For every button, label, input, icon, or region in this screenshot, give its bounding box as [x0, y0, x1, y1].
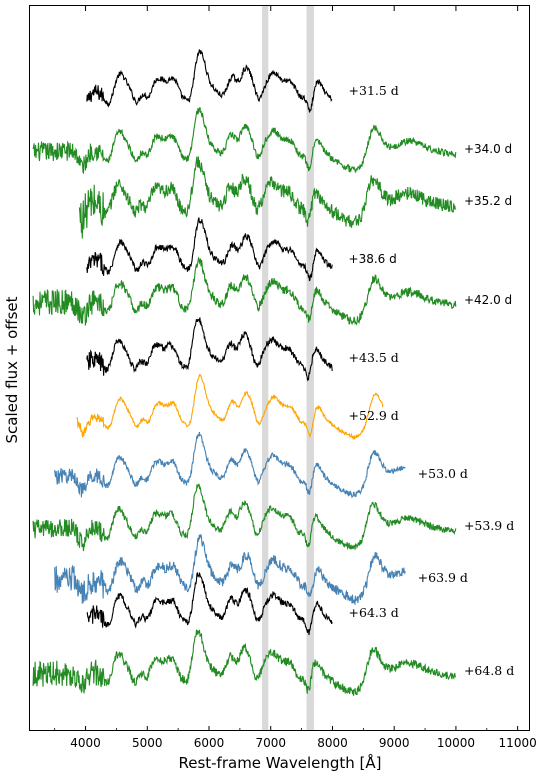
- epoch-label: +42.0 d: [464, 293, 512, 307]
- spectrum-line: [76, 373, 384, 441]
- x-axis-ticks: 4000 5000 6000 7000 8000 9000 10000 11000: [54, 6, 537, 750]
- telluric-bands: [262, 6, 314, 731]
- spectrum-line: [78, 156, 457, 239]
- plot-frame: [29, 5, 530, 731]
- epoch-labels: +31.5 d +34.0 d +35.2 d +38.6 d +42.0 d +43.5…: [349, 83, 515, 678]
- epoch-label: +31.5 d: [349, 83, 399, 98]
- telluric-band-1: [262, 6, 269, 731]
- spectrum-line: [86, 217, 333, 282]
- epoch-label: +38.6 d: [349, 252, 397, 266]
- spectrum-line: [32, 483, 457, 552]
- x-tick-label: 11000: [499, 736, 537, 750]
- spectrum-line: [54, 534, 406, 606]
- spectrum-line: [86, 317, 333, 382]
- y-axis-label: Scaled flux + offset: [3, 296, 21, 443]
- epoch-label: +53.0 d: [418, 466, 468, 481]
- epoch-label: +64.8 d: [464, 663, 514, 678]
- spectrum-line: [32, 107, 457, 175]
- epoch-label: +52.9 d: [349, 408, 399, 423]
- epoch-label: +34.0 d: [464, 142, 512, 156]
- x-tick-label: 5000: [132, 736, 163, 750]
- x-tick-label: 10000: [437, 736, 475, 750]
- epoch-label: +53.9 d: [464, 518, 514, 533]
- epoch-label: +43.5 d: [349, 350, 399, 365]
- x-tick-label: 7000: [255, 736, 286, 750]
- x-tick-label: 4000: [70, 736, 101, 750]
- x-axis-label: Rest-frame Wavelength [Å]: [178, 753, 381, 772]
- x-tick-label: 9000: [379, 736, 410, 750]
- spectrum-line: [32, 629, 457, 696]
- spectrum-line: [86, 49, 333, 113]
- x-tick-label: 6000: [194, 736, 225, 750]
- spectrum-line: [54, 432, 406, 499]
- epoch-label: +35.2 d: [464, 194, 512, 208]
- x-tick-label: 8000: [317, 736, 348, 750]
- spectrum-line: [32, 256, 457, 326]
- epoch-label: +63.9 d: [418, 570, 468, 585]
- spectra-series: [32, 49, 457, 696]
- spectrum-line: [86, 571, 333, 636]
- epoch-label: +64.3 d: [349, 605, 399, 620]
